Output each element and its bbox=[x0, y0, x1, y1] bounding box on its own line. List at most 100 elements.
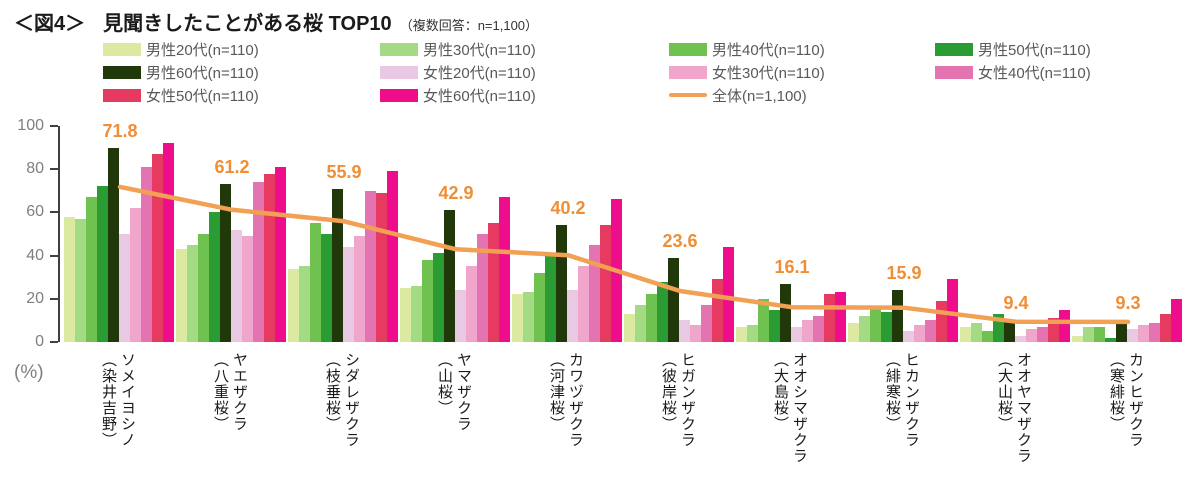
category-alt-name: （彼岸桜） bbox=[660, 352, 677, 432]
bar bbox=[444, 210, 455, 342]
x-label-cell: シダレザクラ （枝垂桜） bbox=[286, 352, 396, 498]
x-label-cell: ヤエザクラ （八重桜） bbox=[174, 352, 284, 498]
x-label-cell: ソメイヨシノ （染井吉野） bbox=[62, 352, 172, 498]
legend-color-swatch bbox=[669, 65, 707, 79]
bar-group-9 bbox=[960, 126, 1070, 342]
legend-label: 男性20代(n=110) bbox=[146, 41, 259, 59]
bar bbox=[1015, 335, 1026, 342]
x-label-cell: オオヤマザクラ （大山桜） bbox=[958, 352, 1068, 498]
title-note: （複数回答：n=1,100） bbox=[399, 18, 539, 33]
bar bbox=[791, 326, 802, 342]
legend-label: 女性40代(n=110) bbox=[978, 64, 1091, 82]
bar bbox=[1059, 309, 1070, 342]
bar bbox=[903, 331, 914, 342]
bar bbox=[488, 223, 499, 342]
bar bbox=[400, 288, 411, 342]
y-tick-label: 60 bbox=[26, 203, 44, 221]
legend-color-swatch bbox=[380, 88, 418, 102]
bar bbox=[679, 320, 690, 342]
x-label-cell: カンヒザクラ （寒緋桜） bbox=[1070, 352, 1180, 498]
bar bbox=[176, 249, 187, 342]
category-name: ヤエザクラ bbox=[231, 352, 248, 432]
bar bbox=[657, 281, 668, 342]
bar bbox=[589, 244, 600, 342]
bar bbox=[288, 268, 299, 342]
bar bbox=[925, 320, 936, 342]
bar bbox=[971, 322, 982, 342]
x-label-cell: カワヅザクラ （河津桜） bbox=[510, 352, 620, 498]
y-tick-mark bbox=[50, 125, 58, 127]
bar bbox=[253, 182, 264, 342]
bar bbox=[310, 223, 321, 342]
bar bbox=[736, 326, 747, 342]
bar bbox=[75, 218, 86, 342]
bar bbox=[376, 192, 387, 342]
x-axis-labels: ソメイヨシノ （染井吉野） ヤエザクラ （八重桜） シダレザクラ （枝垂桜） ヤマザクラ （山… bbox=[62, 352, 1182, 498]
bar bbox=[275, 167, 286, 342]
bar-group-5 bbox=[512, 126, 622, 342]
y-tick-label: 0 bbox=[35, 333, 44, 350]
bar bbox=[354, 236, 365, 342]
bar bbox=[635, 305, 646, 342]
category-label: オオシマザクラ （大島桜） bbox=[770, 352, 808, 498]
bar bbox=[365, 190, 376, 342]
bar bbox=[64, 216, 75, 342]
bar bbox=[1026, 329, 1037, 342]
line-value-label: 15.9 bbox=[886, 263, 922, 284]
bar bbox=[1048, 318, 1059, 342]
legend-item: 全体(n=1,100) bbox=[669, 85, 935, 105]
category-alt-name: （寒緋桜） bbox=[1108, 352, 1125, 432]
title-row: ＜図4＞ 見聞きしたことがある桜 TOP10 （複数回答：n=1,100） bbox=[14, 7, 538, 36]
bar bbox=[982, 331, 993, 342]
bar bbox=[97, 186, 108, 342]
legend-color-swatch bbox=[380, 65, 418, 79]
legend-item: 女性60代(n=110) bbox=[380, 85, 669, 105]
line-value-label: 9.3 bbox=[1115, 293, 1141, 314]
legend-line-swatch bbox=[669, 93, 707, 97]
bar bbox=[209, 212, 220, 342]
bar bbox=[119, 234, 130, 342]
x-label-cell: ヒガンザクラ （彼岸桜） bbox=[622, 352, 732, 498]
category-name: カワヅザクラ bbox=[567, 352, 584, 448]
bar bbox=[220, 184, 231, 342]
line-value-label: 55.9 bbox=[326, 161, 362, 182]
bar bbox=[914, 324, 925, 342]
legend-label: 女性50代(n=110) bbox=[146, 87, 259, 105]
line-value-label: 23.6 bbox=[662, 230, 698, 251]
bar bbox=[567, 290, 578, 342]
bar bbox=[1037, 326, 1048, 342]
bar bbox=[332, 188, 343, 342]
bar bbox=[321, 234, 332, 342]
bar bbox=[802, 320, 813, 342]
bar bbox=[1160, 313, 1171, 342]
category-label: カワヅザクラ （河津桜） bbox=[546, 352, 584, 498]
x-label-cell: ヒカンザクラ （緋寒桜） bbox=[846, 352, 956, 498]
category-label: ヒカンザクラ （緋寒桜） bbox=[882, 352, 920, 498]
legend-item: 男性20代(n=110) bbox=[103, 39, 380, 59]
y-tick-label: 20 bbox=[26, 289, 44, 307]
legend-label: 女性30代(n=110) bbox=[712, 64, 825, 82]
bar-group-1 bbox=[64, 126, 174, 342]
y-tick-label: 100 bbox=[17, 117, 44, 134]
bar bbox=[892, 290, 903, 342]
legend-label: 男性30代(n=110) bbox=[423, 41, 536, 59]
bar bbox=[534, 272, 545, 342]
bar bbox=[668, 257, 679, 342]
bar-group-7 bbox=[736, 126, 846, 342]
category-label: カンヒザクラ （寒緋桜） bbox=[1106, 352, 1144, 498]
category-label: ヤエザクラ （八重桜） bbox=[210, 352, 248, 498]
bar bbox=[299, 266, 310, 342]
bar bbox=[824, 294, 835, 342]
unit-label: (%) bbox=[14, 362, 44, 383]
legend-label: 女性20代(n=110) bbox=[423, 64, 536, 82]
bar bbox=[813, 316, 824, 342]
bar bbox=[624, 313, 635, 342]
category-alt-name: （河津桜） bbox=[548, 352, 565, 432]
legend-color-swatch bbox=[935, 65, 973, 79]
bar bbox=[1072, 335, 1083, 342]
bar bbox=[769, 309, 780, 342]
bar bbox=[141, 167, 152, 342]
legend-item: 女性30代(n=110) bbox=[669, 62, 935, 82]
legend-item: 男性60代(n=110) bbox=[103, 62, 380, 82]
